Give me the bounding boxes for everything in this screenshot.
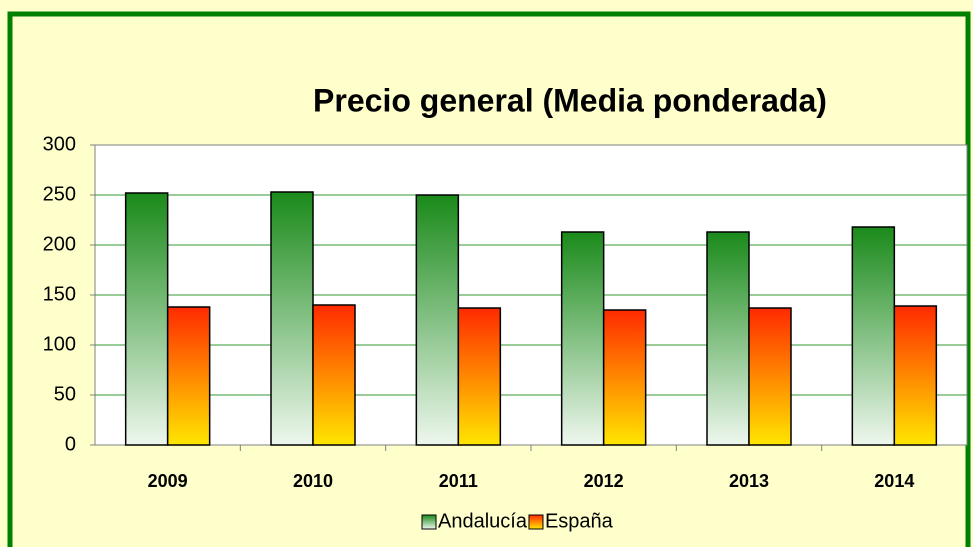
bar: [748, 307, 792, 446]
bar: [270, 191, 314, 446]
x-tick-label: 2013: [729, 471, 769, 491]
bar: [851, 226, 896, 446]
bar: [560, 231, 605, 446]
y-tick-label: 50: [54, 383, 76, 405]
legend-swatch: [421, 514, 437, 530]
bar: [124, 192, 169, 446]
y-tick-label: 150: [43, 283, 76, 305]
bar: [457, 307, 502, 446]
bar: [166, 306, 211, 446]
y-tick-label: 0: [65, 433, 76, 455]
bar: [415, 194, 460, 446]
y-tick-label: 100: [43, 333, 76, 355]
legend-label: Andalucía: [438, 510, 528, 532]
y-tick-label: 200: [43, 233, 76, 255]
bar: [893, 305, 938, 446]
bar: [312, 304, 356, 446]
chart-title: Precio general (Media ponderada): [313, 82, 827, 118]
x-tick-label: 2014: [874, 471, 914, 491]
legend-label: España: [545, 510, 614, 532]
y-tick-label: 250: [43, 183, 76, 205]
bar: [706, 231, 750, 446]
x-tick-label: 2009: [148, 471, 188, 491]
x-tick-label: 2012: [584, 471, 624, 491]
x-tick-label: 2010: [293, 471, 333, 491]
bar: [602, 309, 647, 446]
y-tick-label: 300: [43, 133, 76, 155]
x-tick-label: 2011: [439, 471, 478, 491]
legend-swatch: [528, 514, 544, 530]
